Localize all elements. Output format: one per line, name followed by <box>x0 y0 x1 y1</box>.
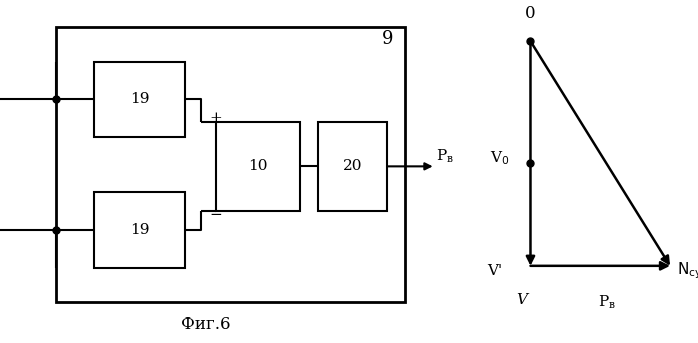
Text: 19: 19 <box>130 223 149 237</box>
Text: V: V <box>517 293 528 307</box>
Bar <box>94 192 185 268</box>
Text: 9: 9 <box>382 31 393 48</box>
Bar <box>216 122 300 211</box>
Text: P$_{\mathregular{в}}$: P$_{\mathregular{в}}$ <box>598 293 616 311</box>
Text: 19: 19 <box>130 93 149 106</box>
Bar <box>318 122 387 211</box>
Text: Фиг.6: Фиг.6 <box>181 316 230 333</box>
Text: P$_{\mathregular{в}}$: P$_{\mathregular{в}}$ <box>436 147 454 165</box>
Text: V': V' <box>487 264 503 278</box>
Text: −: − <box>209 208 222 222</box>
Text: 20: 20 <box>343 159 362 173</box>
Text: 10: 10 <box>248 159 268 173</box>
Text: 0: 0 <box>525 5 536 22</box>
Text: +: + <box>209 111 222 125</box>
Bar <box>56 27 405 302</box>
Bar <box>94 62 185 137</box>
Text: V$_0$: V$_0$ <box>490 149 510 167</box>
Text: N$_{\mathregular{сум}}$: N$_{\mathregular{сум}}$ <box>677 261 698 281</box>
